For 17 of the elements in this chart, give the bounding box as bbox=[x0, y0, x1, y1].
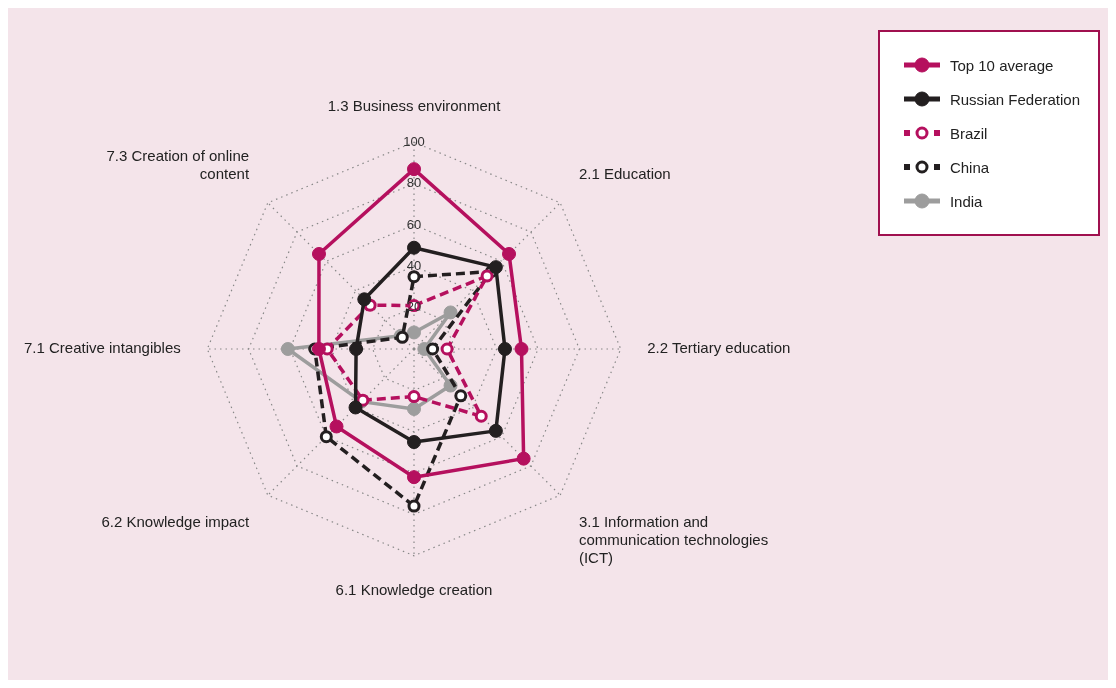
spoke-label: 2.1 Education bbox=[578, 165, 671, 183]
y-tick-label: 100 bbox=[403, 133, 425, 149]
legend-label: China bbox=[949, 158, 990, 176]
spoke-label: 7.3 Creation of online content bbox=[106, 147, 250, 183]
spoke-label: 6.1 Knowledge creation bbox=[335, 581, 493, 599]
spoke-label: 1.3 Business environment bbox=[327, 96, 502, 114]
legend-label: Top 10 average bbox=[949, 56, 1054, 74]
spoke-label: 6.2 Knowledge impact bbox=[101, 513, 250, 531]
y-tick-label: 60 bbox=[406, 216, 422, 232]
legend-label: Brazil bbox=[949, 124, 988, 142]
legend-label: India bbox=[949, 192, 983, 210]
spoke-label: 2.2 Tertiary education bbox=[647, 339, 791, 357]
spoke-label: 3.1 Information and communication technologies (ICT) bbox=[578, 513, 769, 567]
spoke-label: 7.1 Creative intangibles bbox=[23, 339, 181, 357]
y-tick-label: 80 bbox=[406, 175, 422, 191]
legend-label: Russian Federation bbox=[949, 90, 1080, 108]
y-tick-label: 40 bbox=[406, 257, 422, 273]
